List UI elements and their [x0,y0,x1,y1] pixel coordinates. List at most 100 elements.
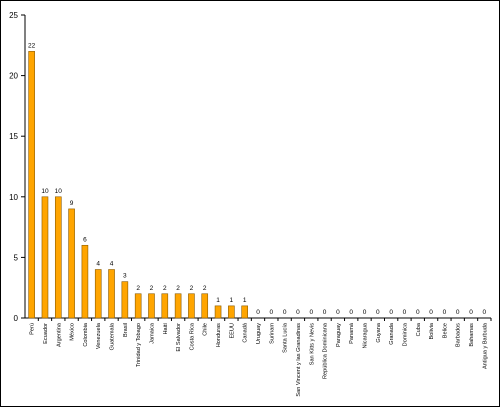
x-tick-label: Venezuela [96,322,102,349]
x-tick-label: Haití [163,323,169,335]
x-tick-label: Guatemala [110,322,116,350]
x-tick-label: Trinidad y Tobago [136,323,142,367]
data-label: 1 [230,297,234,304]
data-label: 0 [456,309,460,316]
bar [54,196,62,319]
x-tick-label: San Kitts y Nevis [309,323,315,365]
data-label: 0 [443,309,447,316]
bar [81,244,89,319]
chart-y-tick-labels: 0 5 10 15 20 25 [9,11,18,323]
chart-axes [21,14,492,321]
y-tick-label: 15 [9,132,18,141]
x-tick-label: Ecuador [43,323,49,344]
x-tick-label: Paraguay [336,323,342,347]
bar [94,269,102,319]
x-tick-label: México [70,323,76,341]
bar [214,305,222,319]
x-tick-label: EEUU [229,323,235,339]
data-label: 0 [389,309,393,316]
data-label: 0 [309,309,313,316]
x-tick-label: Cuba [416,322,422,336]
data-label: 6 [83,236,87,243]
data-label: 2 [136,285,140,292]
x-tick-label: Santa Lucía [283,322,289,353]
data-label: 1 [216,297,220,304]
y-tick-label: 10 [9,193,18,202]
bar [241,305,248,319]
x-tick-label: Jamaica [149,322,155,344]
x-tick-label: Costa Rica [189,322,195,350]
bar [134,293,142,319]
bar [188,293,195,319]
data-label: 4 [110,261,114,268]
data-label: 0 [296,309,300,316]
bar [174,293,182,319]
data-label: 9 [70,200,74,207]
x-tick-label: Bahamas [469,323,475,347]
bar [228,305,235,319]
bar [148,293,155,319]
data-label: 3 [123,273,127,280]
x-tick-label: El Salvador [176,323,182,352]
data-label: 0 [403,309,407,316]
x-tick-label: Guyana [376,322,382,342]
bar [68,208,75,319]
bar [28,51,35,319]
x-tick-label: Dominica [402,322,408,346]
data-label: 0 [363,309,367,316]
x-tick-label: Honduras [216,323,222,347]
data-label: 0 [483,309,487,316]
data-label: 0 [349,309,353,316]
data-label: 2 [190,285,194,292]
x-tick-label: Brasil [123,323,129,337]
data-label: 0 [270,309,274,316]
x-tick-label: Uruguay [256,323,262,344]
data-label: 2 [150,285,154,292]
chart-bars [28,51,248,319]
x-tick-label: Panamá [349,322,355,344]
bar [41,196,49,319]
x-tick-label: República Dominicana [323,322,329,379]
data-label: 4 [96,261,100,268]
y-tick-label: 25 [9,11,18,20]
bar [121,281,129,319]
x-tick-label: Belice [442,323,448,338]
data-label: 10 [55,188,63,195]
data-label: 0 [256,309,260,316]
x-tick-label: Granada [389,322,395,345]
chart-x-tick-labels: Perú Ecuador Argentina México Colombia Venezu… [30,322,489,396]
y-tick-label: 20 [9,72,18,81]
x-tick-label: Antigua y Barbuda [482,322,488,369]
x-tick-label: Bolivia [429,322,435,339]
x-tick-label: Argentina [56,322,62,347]
x-tick-label: Chile [203,323,209,336]
bar [201,293,209,319]
data-label: 0 [416,309,420,316]
x-tick-label: Barbados [456,323,462,347]
data-label: 10 [41,188,49,195]
x-tick-label: Nicaragua [363,322,369,348]
x-tick-label: Surinam [269,323,275,344]
data-label: 0 [376,309,380,316]
x-tick-label: Perú [30,323,36,335]
bar [161,293,169,319]
data-label: 1 [243,297,247,304]
y-tick-label: 0 [14,314,19,323]
data-label: 0 [283,309,287,316]
data-label: 0 [429,309,433,316]
data-label: 2 [176,285,180,292]
data-label: 0 [336,309,340,316]
x-tick-label: Canadá [243,322,249,342]
data-label: 2 [163,285,167,292]
data-label: 0 [323,309,327,316]
data-label: 0 [469,309,473,316]
bar [108,269,115,319]
data-label: 22 [28,42,36,49]
data-label: 2 [203,285,207,292]
x-tick-label: Colombia [83,322,89,347]
y-tick-label: 5 [14,253,19,262]
x-tick-label: San Vincent y las Granadinas [296,323,302,397]
